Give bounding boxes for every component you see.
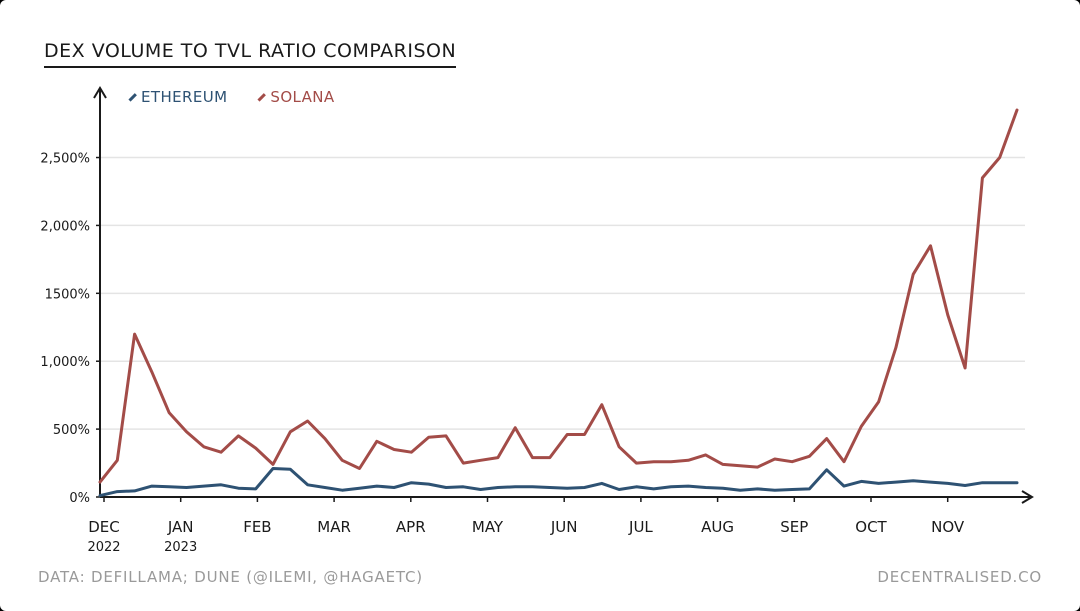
x-tick-label: DEC <box>88 518 120 536</box>
x-tick-label: MAR <box>317 518 351 536</box>
x-tick-label: OCT <box>855 518 887 536</box>
y-tick-label: 1,000% <box>40 355 90 370</box>
legend-label-solana: SOLANA <box>270 88 335 106</box>
y-tick-label: 0% <box>69 491 90 506</box>
y-tick-label: 2,500% <box>40 152 90 167</box>
x-axis-arrow <box>1021 490 1034 504</box>
x-tick-sublabel: 2022 <box>87 540 120 555</box>
y-tick-label: 500% <box>53 423 90 438</box>
series-line-ethereum <box>98 467 1019 498</box>
data-source-note: DATA: DEFILLAMA; DUNE (@ILEMI, @HAGAETC) <box>38 568 423 586</box>
x-tick-label: AUG <box>701 518 734 536</box>
x-tick-label: NOV <box>931 518 965 536</box>
y-axis-arrow <box>93 86 107 99</box>
brand-credit: DECENTRALISED.CO <box>877 568 1042 586</box>
x-tick-label: MAY <box>472 518 504 536</box>
chart-legend: ETHEREUM SOLANA <box>128 88 335 106</box>
x-tick-label: JAN <box>167 518 194 536</box>
legend-item-solana: SOLANA <box>257 88 334 106</box>
x-tick-label: JUN <box>550 518 578 536</box>
x-tick-label: SEP <box>780 518 808 536</box>
x-tick-label: FEB <box>243 518 271 536</box>
chart-title: DEX VOLUME TO TVL RATIO COMPARISON <box>44 40 457 68</box>
x-tick-sublabel: 2023 <box>164 540 197 555</box>
y-tick-label: 2,000% <box>40 219 90 234</box>
x-tick-label: APR <box>396 518 426 536</box>
x-tick-label: JUL <box>628 518 653 536</box>
legend-label-ethereum: ETHEREUM <box>141 88 228 106</box>
series-line-solana <box>98 108 1019 484</box>
legend-item-ethereum: ETHEREUM <box>128 88 227 106</box>
y-tick-label: 1500% <box>45 287 90 302</box>
